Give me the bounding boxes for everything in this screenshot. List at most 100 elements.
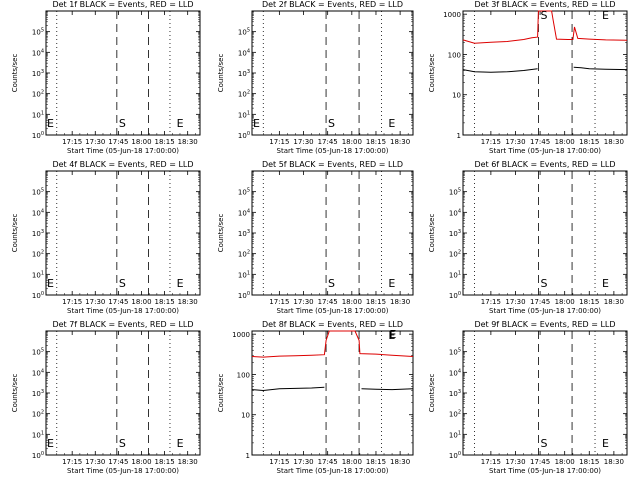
panel-title: Det 6f BLACK = Events, RED = LLD <box>474 160 615 169</box>
x-tick-label: 18:15 <box>154 298 174 306</box>
panel-det-1f: Det 1f BLACK = Events, RED = LLD 100 101 10… <box>11 0 201 155</box>
end-marker-e: E <box>388 329 395 342</box>
x-tick-label: 18:15 <box>579 298 599 306</box>
x-axis-label: Start Time (05-Jun-18 17:00:00) <box>489 307 601 315</box>
y-tick-label: 100 <box>238 291 250 300</box>
x-tick-label: 18:15 <box>366 298 386 306</box>
end-marker-e-left: E <box>47 117 54 130</box>
y-axis-label: Counts/sec <box>217 214 225 253</box>
x-tick-label: 18:00 <box>131 298 151 306</box>
x-tick-label: 18:30 <box>390 138 410 146</box>
y-tick-label: 100 <box>449 451 461 460</box>
y-axis-label: Counts/sec <box>428 214 436 253</box>
x-tick-label: 17:30 <box>293 298 313 306</box>
x-tick-label: 18:00 <box>342 138 362 146</box>
y-axis-label: Counts/sec <box>428 374 436 413</box>
x-tick-label: 18:15 <box>579 458 599 466</box>
panel-det-6f: Det 6f BLACK = Events, RED = LLD 100 101 10… <box>428 160 628 315</box>
start-marker-s: S <box>328 277 335 290</box>
x-tick-label: 17:15 <box>481 458 501 466</box>
y-tick-label: 104 <box>32 48 44 57</box>
y-tick-label: 102 <box>449 250 461 259</box>
x-axis-label: Start Time (05-Jun-18 17:00:00) <box>277 307 389 315</box>
end-marker-e: E <box>388 117 395 130</box>
x-tick-label: 18:00 <box>342 458 362 466</box>
y-tick-label: 103 <box>32 389 44 398</box>
y-tick-label: 1000 <box>232 331 250 339</box>
y-tick-label: 101 <box>238 110 250 119</box>
y-tick-label: 102 <box>32 90 44 99</box>
x-tick-label: 18:30 <box>390 298 410 306</box>
y-tick-label: 105 <box>32 28 44 37</box>
start-marker-s: S <box>119 117 126 130</box>
y-tick-label: 101 <box>449 270 461 279</box>
x-tick-label: 17:30 <box>293 138 313 146</box>
y-axis-label: Counts/sec <box>11 54 19 93</box>
end-marker-e-left: E <box>253 117 260 130</box>
y-tick-label: 103 <box>238 69 250 78</box>
end-marker-e: E <box>602 437 609 450</box>
x-tick-label: 18:15 <box>366 138 386 146</box>
x-tick-label: 17:30 <box>505 138 525 146</box>
y-tick-label: 101 <box>238 270 250 279</box>
x-tick-label: 17:15 <box>62 458 82 466</box>
x-tick-label: 17:30 <box>505 298 525 306</box>
x-tick-label: 18:30 <box>390 458 410 466</box>
y-tick-label: 103 <box>32 229 44 238</box>
panel-title: Det 3f BLACK = Events, RED = LLD <box>474 0 615 9</box>
y-tick-label: 100 <box>448 51 461 59</box>
panel-title: Det 8f BLACK = Events, RED = LLD <box>262 320 403 329</box>
y-axis-label: Counts/sec <box>428 54 436 93</box>
series-line-lld <box>251 330 414 358</box>
y-tick-label: 103 <box>449 389 461 398</box>
x-axis-label: Start Time (05-Jun-18 17:00:00) <box>277 147 389 155</box>
x-tick-label: 17:15 <box>481 298 501 306</box>
x-tick-label: 18:15 <box>154 458 174 466</box>
x-tick-label: 17:45 <box>108 138 128 146</box>
x-axis-label: Start Time (05-Jun-18 17:00:00) <box>489 467 601 475</box>
x-tick-label: 18:15 <box>366 458 386 466</box>
y-tick-label: 103 <box>238 229 250 238</box>
end-marker-e: E <box>177 117 184 130</box>
x-tick-label: 17:45 <box>530 298 550 306</box>
y-tick-label: 100 <box>449 291 461 300</box>
x-tick-label: 18:30 <box>178 138 198 146</box>
y-tick-label: 102 <box>238 90 250 99</box>
y-tick-label: 105 <box>238 188 250 197</box>
panel-title: Det 7f BLACK = Events, RED = LLD <box>52 320 193 329</box>
y-tick-label: 100 <box>32 291 44 300</box>
end-marker-e: E <box>602 9 609 22</box>
plot-frame <box>462 10 628 136</box>
y-axis-label: Counts/sec <box>217 54 225 93</box>
panel-title: Det 9f BLACK = Events, RED = LLD <box>474 320 615 329</box>
x-tick-label: 18:15 <box>154 138 174 146</box>
x-tick-label: 18:30 <box>178 298 198 306</box>
y-tick-label: 102 <box>238 250 250 259</box>
end-marker-e-top: E <box>389 328 396 341</box>
start-marker-s: S <box>540 277 547 290</box>
y-axis-label: Counts/sec <box>217 374 225 413</box>
end-marker-e-left: E <box>47 437 54 450</box>
x-tick-label: 18:30 <box>604 298 624 306</box>
x-tick-label: 18:30 <box>604 138 624 146</box>
y-tick-label: 10 <box>452 92 461 100</box>
y-tick-label: 104 <box>32 368 44 377</box>
y-tick-label: 104 <box>238 208 250 217</box>
y-tick-label: 103 <box>32 69 44 78</box>
end-marker-e: E <box>388 277 395 290</box>
x-tick-label: 18:00 <box>342 298 362 306</box>
x-axis-label: Start Time (05-Jun-18 17:00:00) <box>489 147 601 155</box>
x-tick-label: 17:15 <box>269 138 289 146</box>
y-tick-label: 104 <box>32 208 44 217</box>
y-tick-label: 1 <box>457 132 461 140</box>
series-line-events <box>462 66 628 73</box>
y-tick-label: 104 <box>449 208 461 217</box>
y-tick-label: 101 <box>449 430 461 439</box>
x-axis-label: Start Time (05-Jun-18 17:00:00) <box>67 467 179 475</box>
panel-det-4f: Det 4f BLACK = Events, RED = LLD 100 101 10… <box>11 160 201 315</box>
y-tick-label: 105 <box>449 348 461 357</box>
x-tick-label: 17:45 <box>530 458 550 466</box>
x-tick-label: 17:15 <box>62 138 82 146</box>
x-tick-label: 18:30 <box>604 458 624 466</box>
